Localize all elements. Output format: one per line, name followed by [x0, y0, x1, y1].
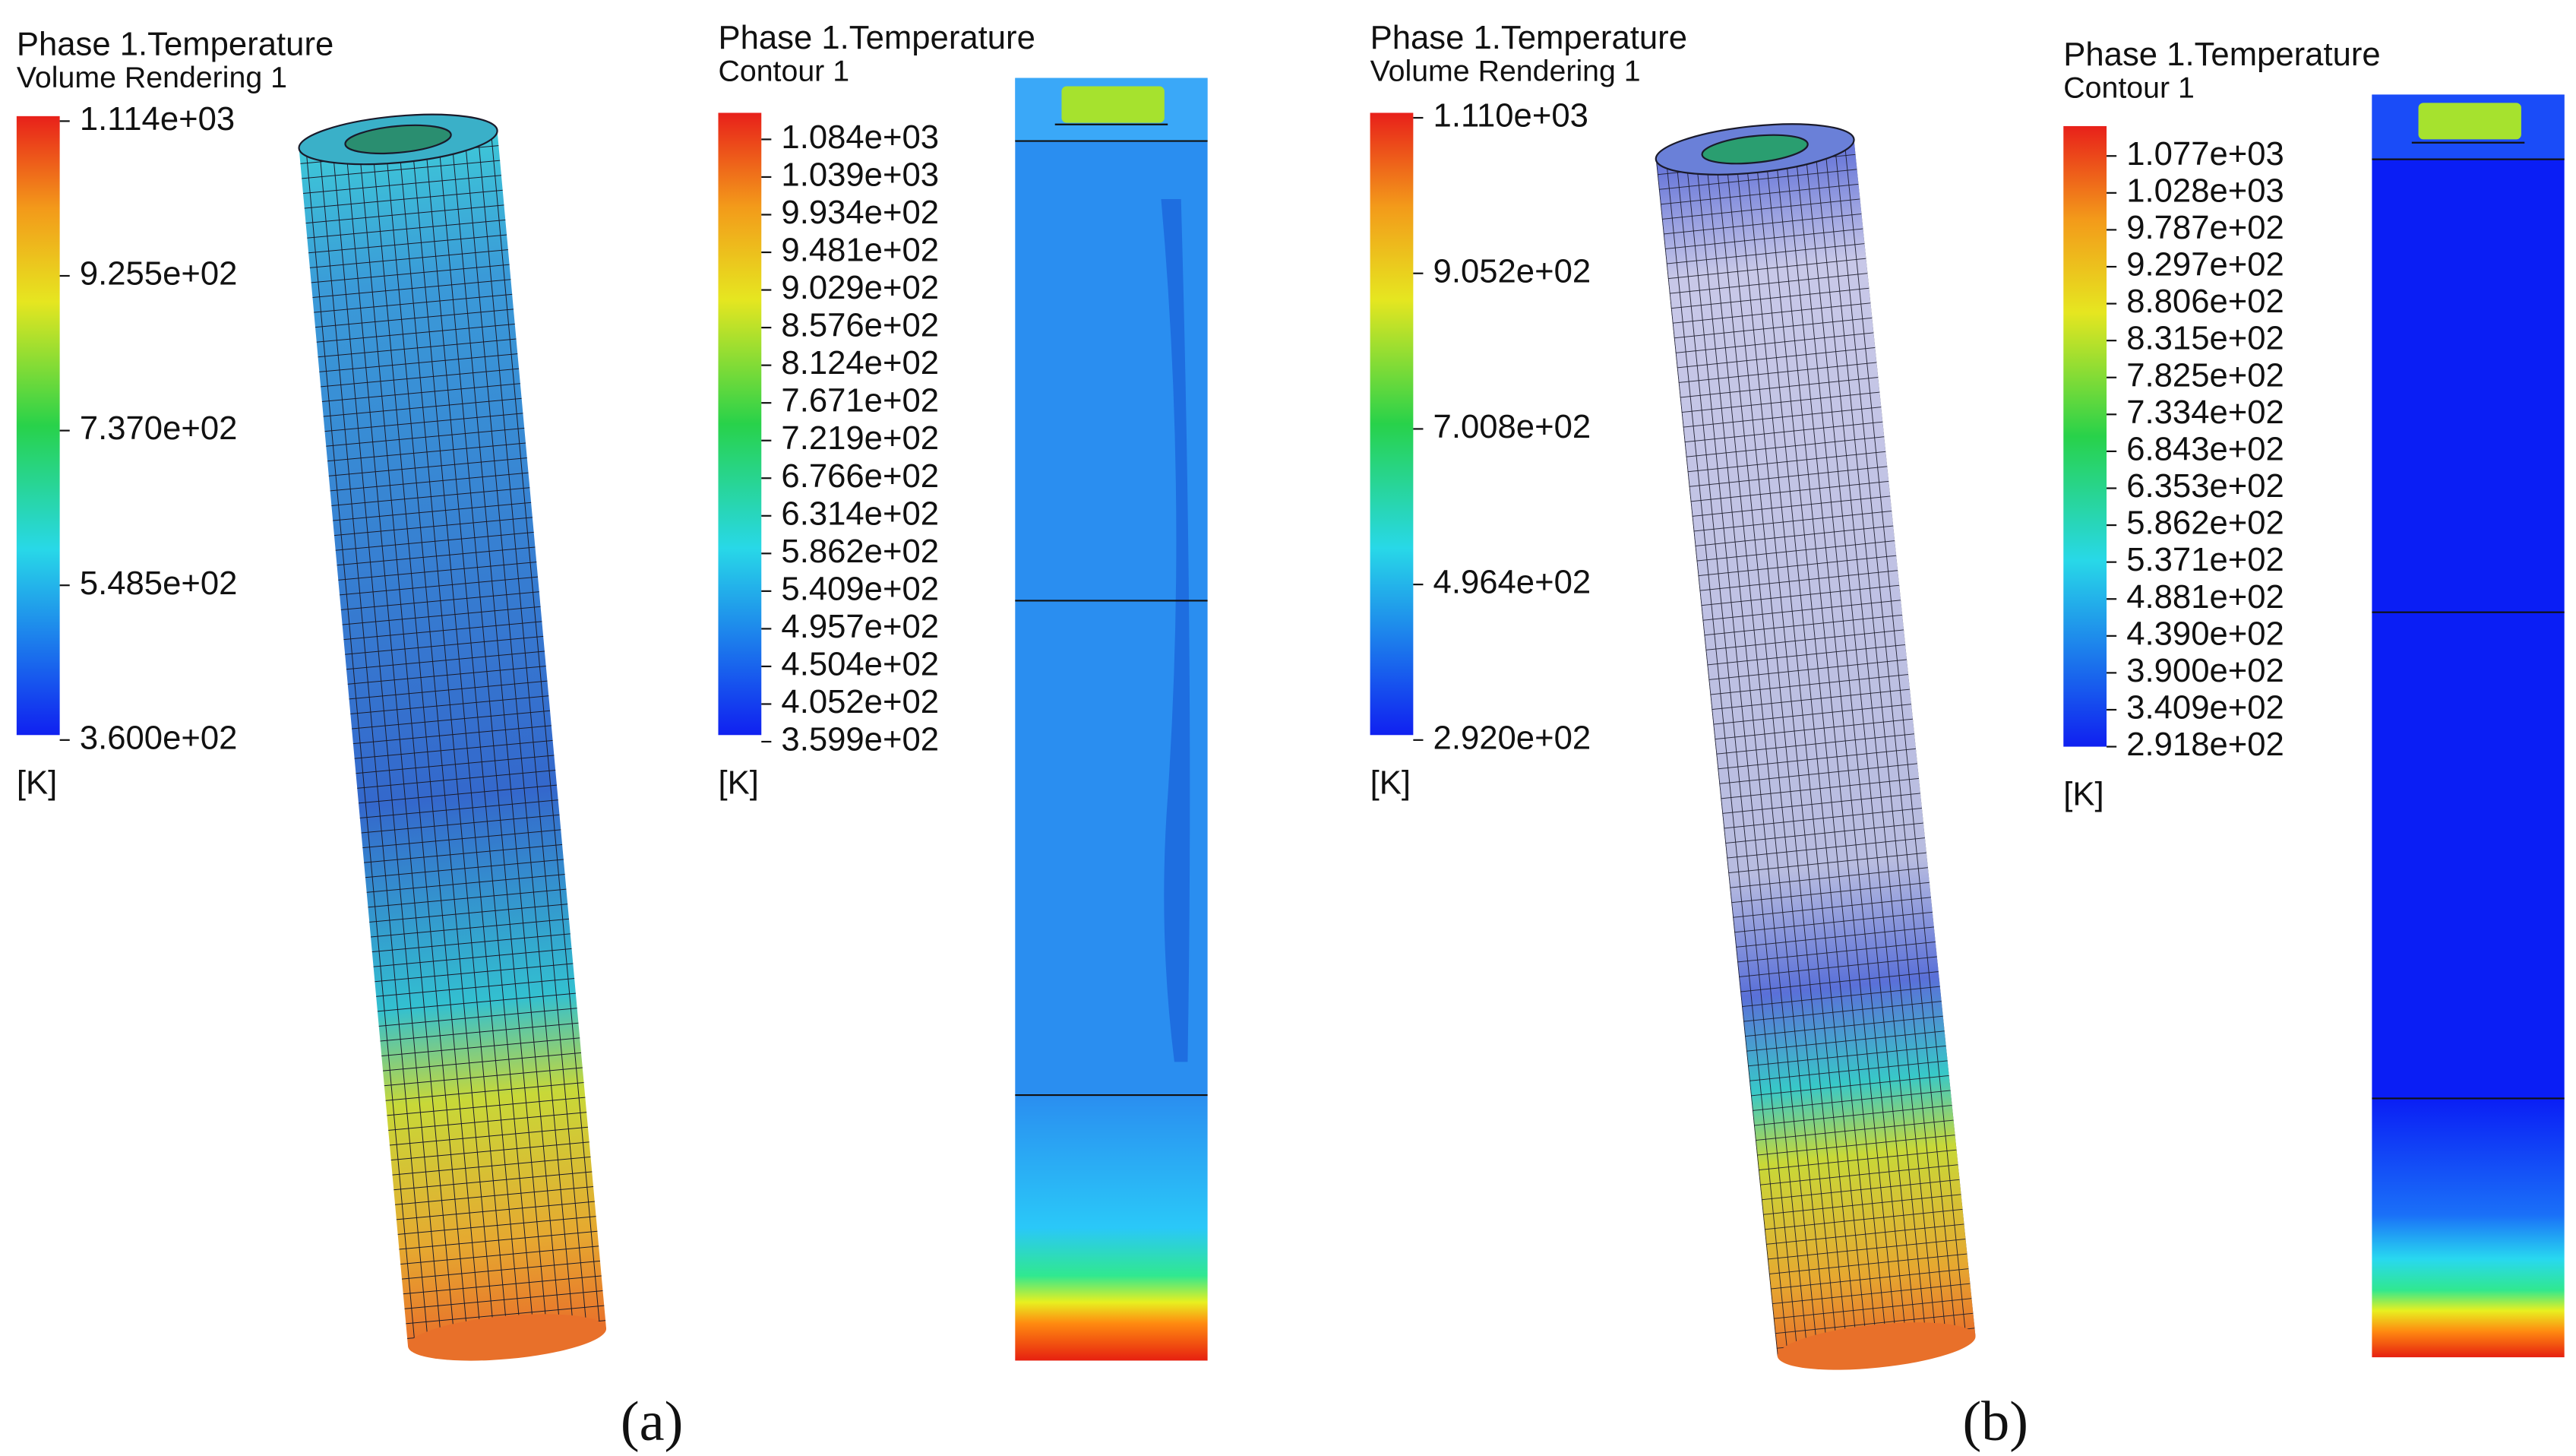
legend-label: 5.371e+02	[2126, 541, 2284, 578]
legend-subtitle: Contour 1	[2063, 71, 2195, 104]
contour-render	[1015, 78, 1208, 1361]
cylinder-render	[298, 113, 607, 1361]
legend-label: 8.806e+02	[2126, 283, 2284, 320]
legend-title: Phase 1.Temperature	[2063, 36, 2380, 73]
legend-label: 6.843e+02	[2126, 430, 2284, 467]
caption: (b)	[1962, 1391, 2028, 1453]
legend-label: 7.671e+02	[781, 382, 939, 419]
color-bar	[16, 116, 60, 736]
legend-label: 9.934e+02	[781, 194, 939, 231]
legend-label: 7.219e+02	[781, 419, 939, 457]
legend-label: 8.124e+02	[781, 344, 939, 381]
legend-label: 5.409e+02	[781, 570, 939, 607]
legend-title: Phase 1.Temperature	[718, 19, 1035, 56]
legend-label: 4.957e+02	[781, 608, 939, 645]
legend-label: 7.334e+02	[2126, 394, 2284, 431]
legend-label: 4.052e+02	[781, 683, 939, 720]
legend-title: Phase 1.Temperature	[1370, 19, 1687, 56]
legend-label: 1.084e+03	[781, 119, 939, 156]
legend-subtitle: Volume Rendering 1	[17, 61, 287, 94]
contour-render	[2372, 94, 2565, 1358]
caption: (a)	[621, 1391, 683, 1453]
legend-label: 1.028e+03	[2126, 172, 2284, 209]
legend-unit: [K]	[1370, 764, 1411, 801]
legend-label: 3.409e+02	[2126, 689, 2284, 726]
legend-label: 2.920e+02	[1433, 719, 1591, 756]
legend-label: 9.481e+02	[781, 232, 939, 269]
cylinder-render	[1655, 123, 1976, 1370]
legend-label: 9.787e+02	[2126, 209, 2284, 246]
legend-label: 2.918e+02	[2126, 726, 2284, 763]
legend-label: 4.881e+02	[2126, 578, 2284, 616]
color-bar	[1370, 112, 1414, 736]
legend-label: 9.029e+02	[781, 269, 939, 306]
legend-label: 3.599e+02	[781, 721, 939, 758]
legend-title: Phase 1.Temperature	[17, 26, 333, 63]
legend-label: 4.390e+02	[2126, 615, 2284, 652]
legend-label: 5.485e+02	[80, 565, 238, 602]
legend-label: 4.504e+02	[781, 645, 939, 682]
legend-label: 8.315e+02	[2126, 320, 2284, 357]
legend-unit: [K]	[2063, 776, 2103, 813]
color-bar	[2063, 125, 2107, 747]
legend-label: 6.353e+02	[2126, 467, 2284, 505]
legend-label: 5.862e+02	[2126, 505, 2284, 542]
color-bar	[718, 112, 762, 736]
legend-label: 6.314e+02	[781, 495, 939, 532]
legend-label: 9.255e+02	[80, 255, 238, 293]
legend-label: 7.825e+02	[2126, 356, 2284, 394]
legend-label: 8.576e+02	[781, 307, 939, 344]
legend-unit: [K]	[718, 764, 758, 801]
legend-label: 1.077e+03	[2126, 135, 2284, 173]
legend-label: 5.862e+02	[781, 533, 939, 570]
legend-label: 3.600e+02	[80, 719, 238, 756]
legend-label: 1.039e+03	[781, 156, 939, 193]
legend-label: 3.900e+02	[2126, 652, 2284, 689]
legend-subtitle: Volume Rendering 1	[1370, 54, 1641, 87]
legend-label: 4.964e+02	[1433, 564, 1591, 601]
legend-label: 7.008e+02	[1433, 408, 1591, 445]
legend-label: 1.114e+03	[80, 100, 235, 138]
legend-label: 6.766e+02	[781, 457, 939, 495]
legend-subtitle: Contour 1	[718, 54, 849, 87]
legend-label: 9.052e+02	[1433, 252, 1591, 290]
legend-label: 9.297e+02	[2126, 246, 2284, 283]
legend-label: 1.110e+03	[1433, 97, 1588, 135]
legend-unit: [K]	[17, 764, 57, 801]
legend-label: 7.370e+02	[80, 410, 238, 447]
